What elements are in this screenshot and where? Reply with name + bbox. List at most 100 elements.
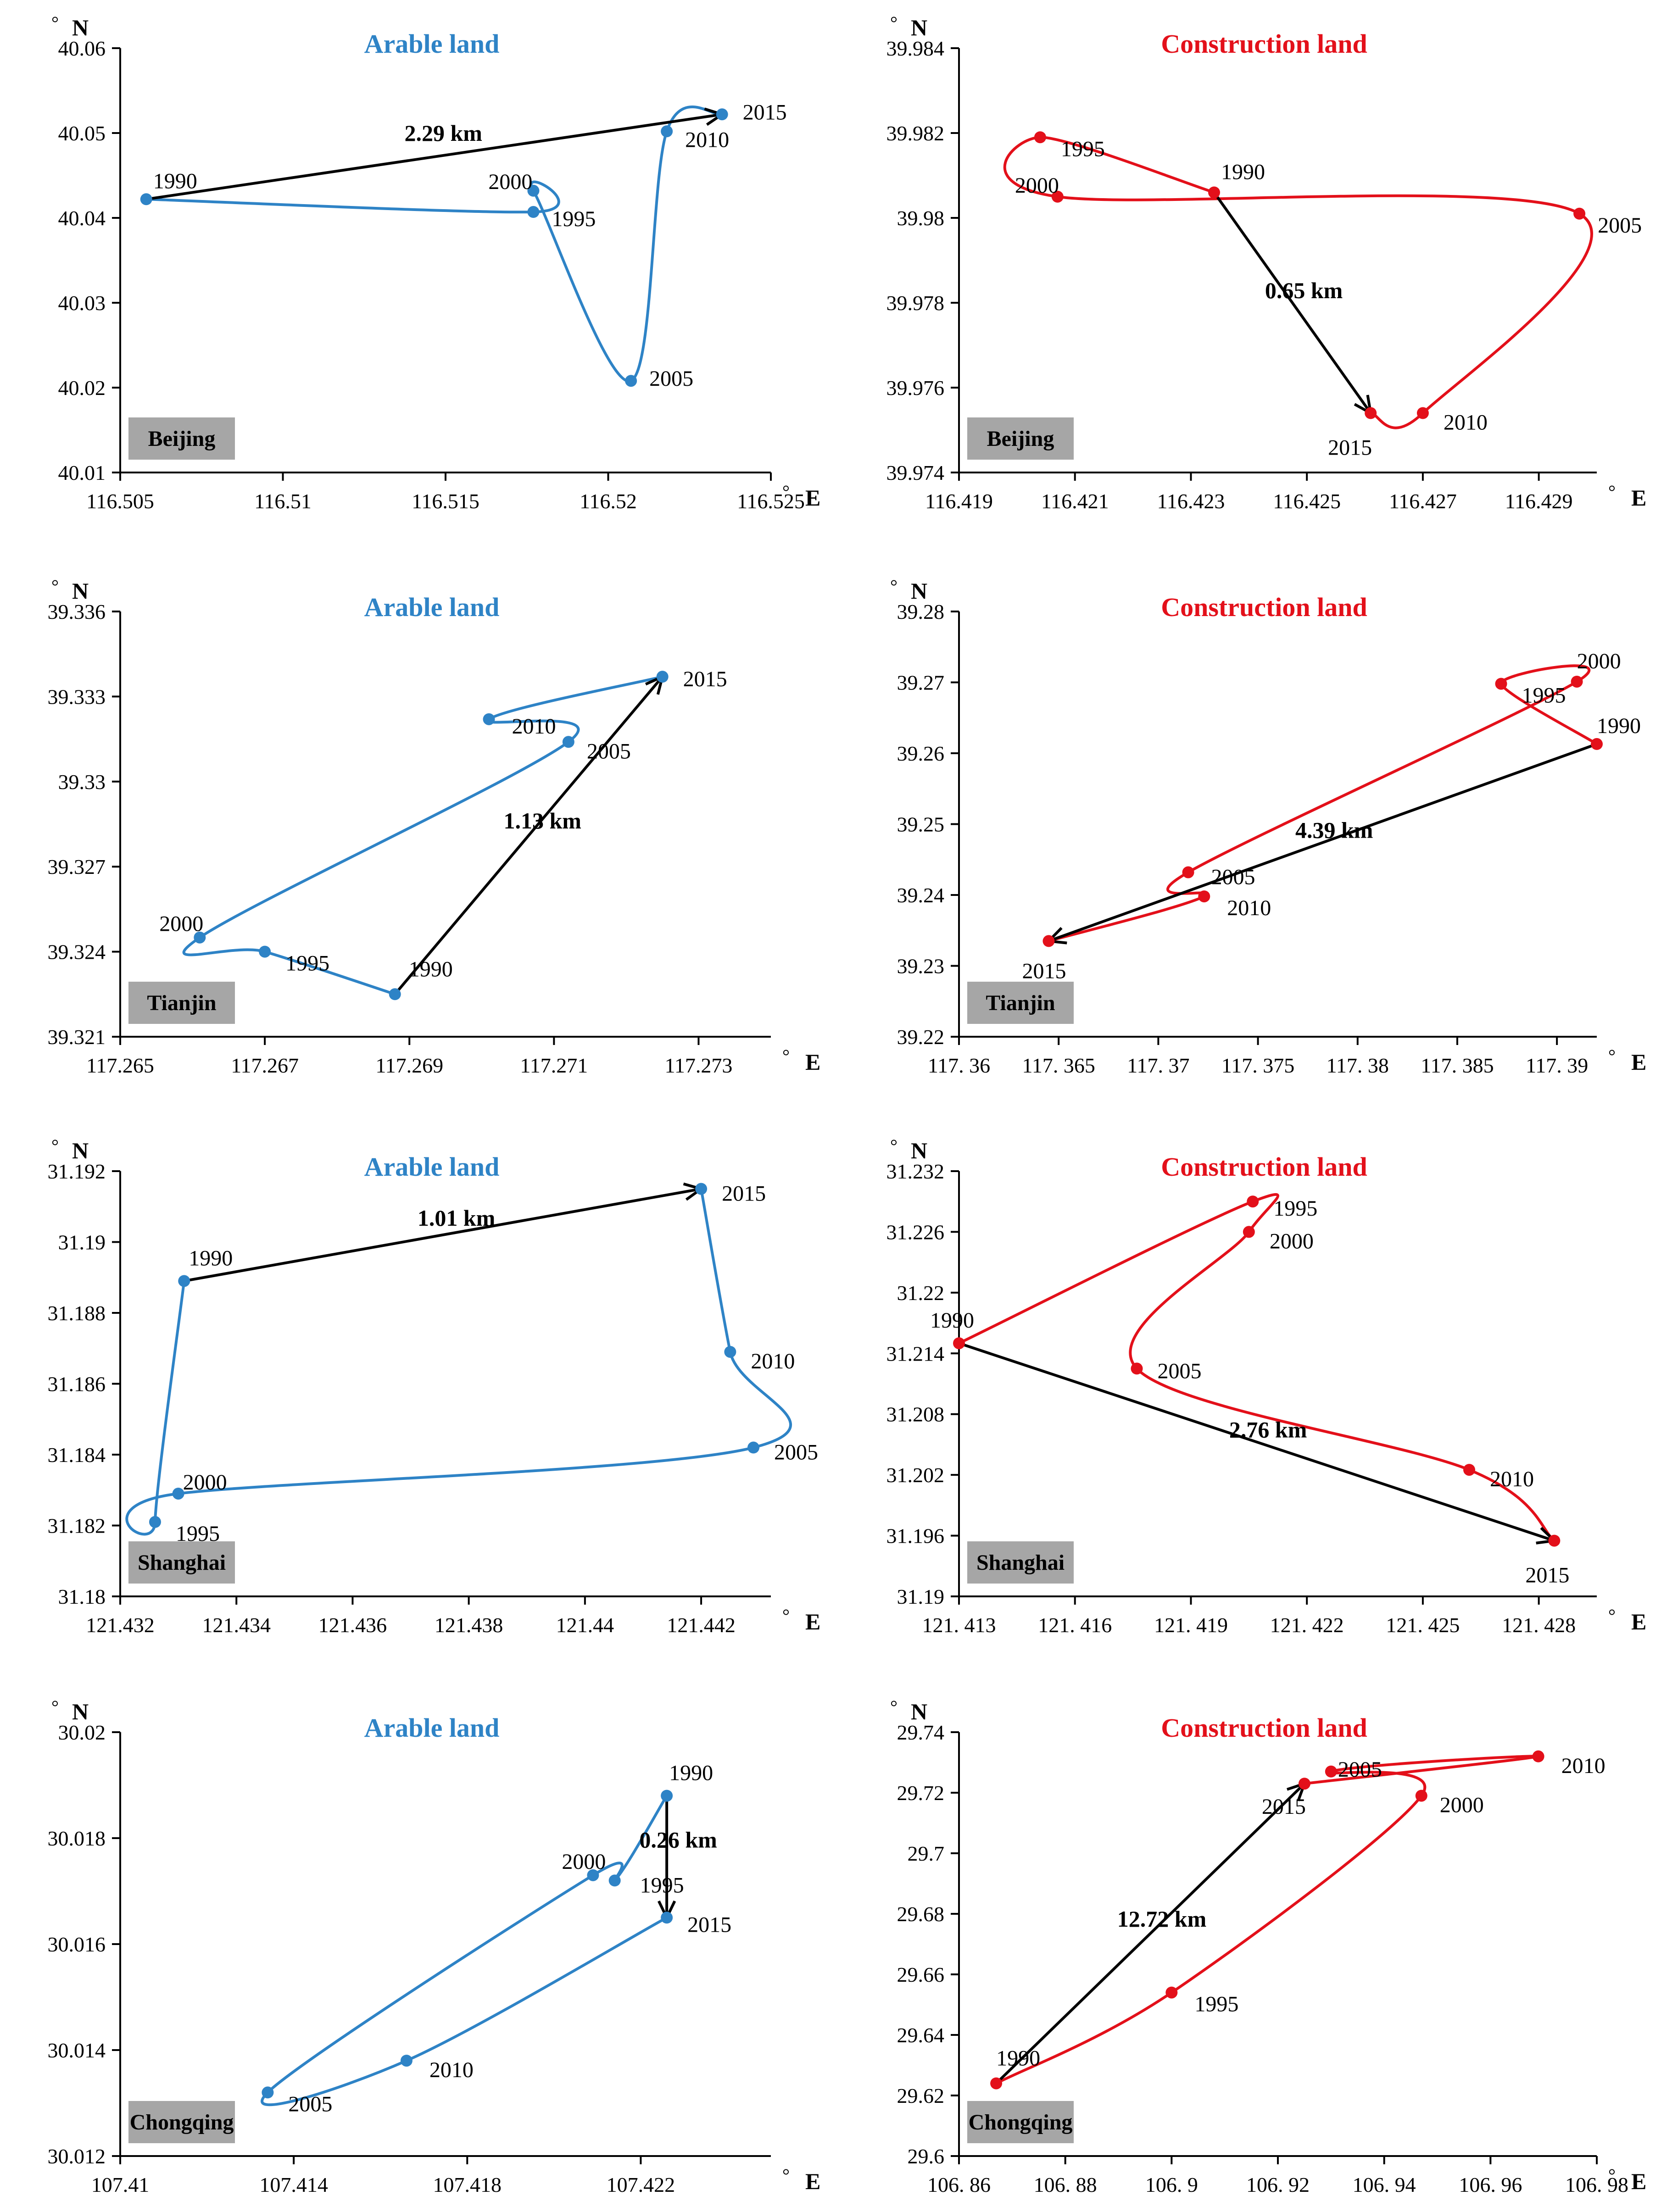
x-tick-label: 107.41: [91, 2173, 150, 2196]
data-point: [661, 1790, 673, 1802]
data-point: [625, 375, 637, 387]
y-unit-degree: °: [51, 576, 59, 596]
data-point: [1571, 675, 1583, 688]
point-year-label: 1995: [176, 1522, 220, 1546]
y-tick-label: 30.012: [48, 2145, 106, 2168]
displacement-arrow: [146, 113, 723, 201]
y-tick-label: 30.014: [48, 2039, 106, 2062]
x-unit-degree: °: [782, 2165, 790, 2185]
y-tick-label: 39.25: [897, 813, 945, 836]
series-line: [182, 675, 663, 996]
city-label: Shanghai: [138, 1551, 226, 1575]
x-tick-label: 116.52: [580, 489, 637, 513]
point-year-label: 1995: [1061, 137, 1105, 161]
y-tick-label: 29.68: [897, 1902, 945, 1926]
series-line: [146, 106, 723, 383]
y-unit-letter: N: [911, 15, 927, 40]
point-year-label: 2000: [1577, 649, 1621, 673]
y-unit-letter: N: [911, 1138, 927, 1163]
data-point: [1131, 1362, 1143, 1375]
y-unit-letter: N: [911, 578, 927, 604]
y-tick-label: 30.018: [48, 1827, 106, 1850]
data-point: [1243, 1226, 1255, 1238]
data-point: [661, 125, 673, 138]
data-point: [1416, 407, 1429, 419]
panel-chongqing-construction: 29.6 29.62 29.64 29.66 29.68 29.7 29.72 29.74 10…: [890, 1696, 1646, 2196]
x-tick-label: 117. 365: [1022, 1054, 1095, 1077]
point-year-label: 2000: [1015, 173, 1059, 198]
data-point: [172, 1487, 184, 1500]
distance-label: 1.13 km: [503, 808, 581, 834]
y-tick-label: 29.74: [897, 1721, 945, 1744]
point-year-label: 2015: [687, 1912, 731, 1937]
point-year-label: 2000: [183, 1470, 227, 1495]
chart-title: Construction land: [1161, 1152, 1367, 1182]
distance-label: 2.76 km: [1229, 1417, 1307, 1442]
data-point: [1051, 190, 1064, 203]
x-unit-letter: E: [805, 1609, 820, 1634]
x-unit-letter: E: [1631, 485, 1646, 511]
y-tick-label: 40.02: [58, 376, 106, 400]
city-label-box: [128, 417, 235, 460]
y-tick-label: 31.214: [886, 1342, 945, 1365]
y-tick-label: 30.02: [58, 1721, 106, 1744]
x-tick-label: 116.425: [1273, 489, 1341, 513]
y-tick-label: 29.62: [897, 2084, 945, 2107]
panel-shanghai-construction: 31.19 31.196 31.202 31.208 31.214 31.22 31.226…: [886, 1135, 1647, 1637]
point-year-label: 2005: [587, 739, 631, 763]
data-point: [259, 945, 271, 958]
y-tick-label: 39.333: [48, 685, 106, 708]
data-point: [1208, 186, 1220, 199]
x-tick-label: 121.432: [86, 1613, 155, 1637]
x-tick-label: 106. 96: [1459, 2173, 1522, 2196]
city-label: Tianjin: [986, 991, 1055, 1015]
x-tick-label: 107.422: [607, 2173, 675, 2196]
data-point: [194, 931, 206, 944]
x-tick-label: 121. 422: [1270, 1613, 1344, 1637]
y-unit-degree: °: [890, 576, 898, 596]
y-tick-label: 29.66: [897, 1963, 945, 1986]
y-unit-degree: °: [890, 1135, 898, 1156]
y-tick-label: 31.188: [48, 1301, 106, 1325]
x-tick-label: 116.515: [412, 489, 479, 513]
y-unit-degree: °: [51, 1135, 59, 1156]
point-year-label: 2015: [743, 100, 787, 124]
displacement-arrow: [394, 676, 663, 995]
y-tick-label: 31.196: [886, 1524, 945, 1548]
city-label-box: [128, 2101, 235, 2143]
x-tick-label: 106. 94: [1353, 2173, 1416, 2196]
data-point: [1325, 1765, 1337, 1778]
data-point: [1495, 678, 1507, 690]
displacement-arrow: [1213, 191, 1372, 414]
x-unit-degree: °: [782, 1045, 790, 1066]
y-tick-label: 31.18: [58, 1585, 106, 1608]
data-point: [262, 2086, 274, 2099]
data-point: [695, 1183, 708, 1195]
point-year-label: 1995: [552, 207, 596, 231]
chart-title: Arable land: [364, 592, 500, 622]
data-point: [953, 1337, 965, 1350]
point-year-label: 2010: [1227, 896, 1271, 920]
panel-tianjin-arable: 39.321 39.324 39.327 39.33 39.333 39.336 117.2…: [48, 576, 821, 1077]
panel-beijing-arable: 40.01 40.02 40.03 40.04 40.05 40.06 116.505 116…: [51, 12, 820, 513]
panel-shanghai-arable: 31.18 31.182 31.184 31.186 31.188 31.19 31.192…: [48, 1135, 821, 1637]
x-unit-degree: °: [782, 481, 790, 502]
x-unit-letter: E: [805, 485, 820, 511]
point-year-label: 2015: [1328, 436, 1372, 460]
y-unit-letter: N: [72, 578, 89, 604]
y-tick-label: 31.182: [48, 1514, 106, 1538]
point-year-label: 2005: [1158, 1359, 1202, 1383]
y-tick-label: 39.321: [48, 1025, 106, 1049]
displacement-arrow: [184, 1187, 702, 1283]
point-year-label: 2000: [1440, 1793, 1484, 1817]
y-tick-label: 31.22: [897, 1281, 945, 1305]
y-tick-label: 40.03: [58, 291, 106, 315]
y-tick-label: 31.232: [886, 1160, 945, 1183]
x-tick-label: 117. 37: [1127, 1054, 1189, 1077]
point-year-label: 2010: [1490, 1467, 1534, 1491]
series-line: [1048, 664, 1598, 943]
data-point: [608, 1874, 621, 1887]
y-tick-label: 40.05: [58, 122, 106, 145]
y-tick-label: 29.7: [908, 1842, 945, 1865]
